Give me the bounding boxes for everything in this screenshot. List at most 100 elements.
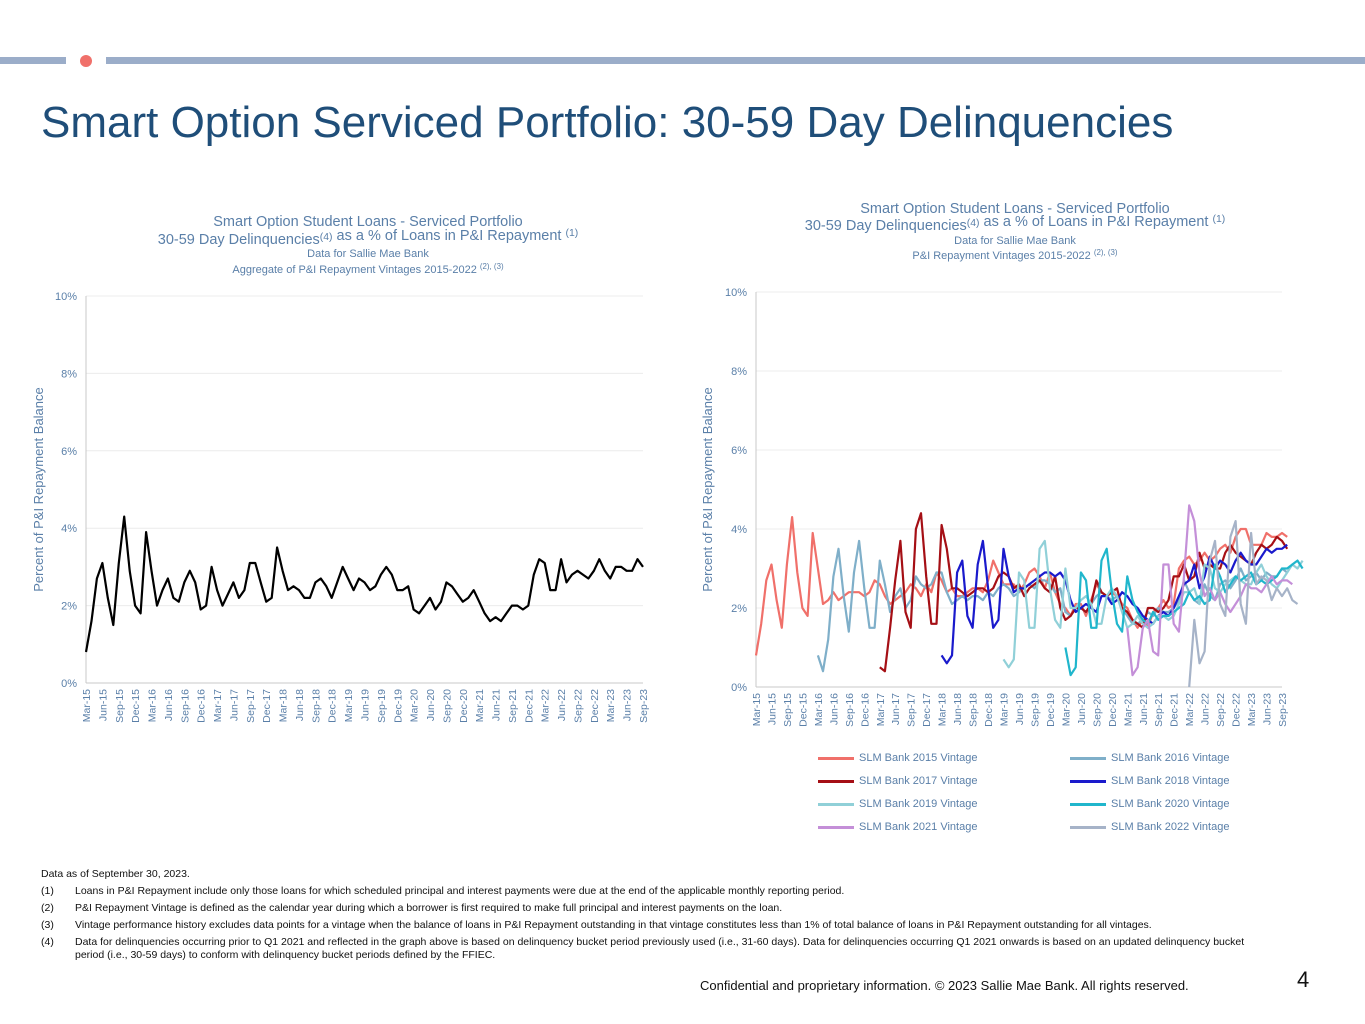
- legend-swatch: [1070, 779, 1106, 783]
- footnote-text: Vintage performance history excludes dat…: [75, 919, 1152, 931]
- x-tick-label: Mar-17: [212, 689, 224, 722]
- y-tick-label: 8%: [61, 368, 77, 380]
- x-tick-label: Sep-16: [179, 689, 191, 723]
- legend-item: SLM Bank 2016 Vintage: [1070, 752, 1229, 764]
- x-tick-label: Mar-21: [474, 689, 486, 722]
- legend-swatch: [818, 825, 854, 829]
- y-axis-label: Percent of P&I Repayment Balance: [700, 387, 715, 592]
- series-line-5: [1002, 539, 1304, 669]
- x-tick-label: Sep-19: [1029, 693, 1041, 727]
- x-tick-label: Mar-19: [343, 689, 355, 722]
- x-tick-label: Sep-21: [507, 689, 519, 723]
- y-tick-label: 0%: [61, 678, 77, 690]
- chart-title-line-4: Aggregate of P&I Repayment Vintages 2015…: [232, 262, 504, 276]
- y-tick-label: 2%: [61, 601, 77, 613]
- legend-label: SLM Bank 2022 Vintage: [1111, 821, 1230, 833]
- aggregate-delinquency-chart: Smart Option Student Loans - Serviced Po…: [31, 214, 650, 723]
- footnote-number: (2): [41, 902, 54, 914]
- x-tick-label: Mar-15: [751, 693, 763, 726]
- x-tick-label: Dec-20: [1107, 693, 1119, 727]
- x-tick-label: Jun-17: [228, 689, 240, 721]
- x-tick-label: Mar-22: [540, 689, 552, 722]
- x-tick-label: Jun-20: [1076, 693, 1088, 725]
- x-tick-label: Jun-15: [97, 689, 109, 721]
- page-title: Smart Option Serviced Portfolio: 30-59 D…: [41, 98, 1174, 147]
- x-tick-label: Dec-22: [1231, 693, 1243, 727]
- x-tick-label: Sep-22: [572, 689, 584, 723]
- y-tick-label: 0%: [731, 682, 747, 694]
- legend-label: SLM Bank 2017 Vintage: [859, 775, 978, 787]
- x-tick-label: Jun-18: [952, 693, 964, 725]
- footnote-1: (1) Loans in P&I Repayment include only …: [41, 885, 1271, 898]
- chart-title-line-2: 30-59 Day Delinquencies(4) as a % of Loa…: [805, 214, 1225, 234]
- footnote-text: P&I Repayment Vintage is defined as the …: [75, 902, 783, 914]
- x-tick-label: Sep-19: [376, 689, 388, 723]
- x-tick-label: Mar-16: [147, 689, 159, 722]
- legend-label: SLM Bank 2015 Vintage: [859, 752, 978, 764]
- x-tick-label: Jun-20: [425, 689, 437, 721]
- x-tick-label: Dec-15: [797, 693, 809, 727]
- x-tick-label: Dec-18: [983, 693, 995, 727]
- legend-swatch: [1070, 802, 1106, 806]
- y-axis-label: Percent of P&I Repayment Balance: [31, 387, 46, 592]
- x-tick-label: Mar-18: [937, 693, 949, 726]
- x-tick-label: Mar-20: [409, 689, 421, 722]
- x-tick-label: Mar-23: [1246, 693, 1258, 726]
- footnote-number: (4): [41, 936, 54, 948]
- y-tick-label: 6%: [731, 445, 747, 457]
- x-tick-label: Mar-17: [875, 693, 887, 726]
- footnote-2: (2) P&I Repayment Vintage is defined as …: [41, 902, 1271, 915]
- y-tick-label: 2%: [731, 603, 747, 615]
- footnote-number: (1): [41, 885, 54, 897]
- chart-title-line-2: 30-59 Day Delinquencies(4) as a % of Loa…: [158, 228, 578, 248]
- legend-item: SLM Bank 2018 Vintage: [1070, 775, 1229, 787]
- vintage-delinquency-chart: Smart Option Student Loans - Serviced Po…: [700, 201, 1304, 727]
- x-tick-label: Jun-19: [1014, 693, 1026, 725]
- chart-title-line-1: Smart Option Student Loans - Serviced Po…: [213, 214, 523, 230]
- x-tick-label: Mar-23: [605, 689, 617, 722]
- x-tick-label: Mar-20: [1060, 693, 1072, 726]
- y-tick-label: 6%: [61, 446, 77, 458]
- x-tick-label: Jun-19: [360, 689, 372, 721]
- chart-title-line-1: Smart Option Student Loans - Serviced Po…: [860, 201, 1170, 217]
- legend-item: SLM Bank 2021 Vintage: [818, 821, 977, 833]
- confidential-notice: Confidential and proprietary information…: [700, 978, 1189, 993]
- footnotes: Data as of September 30, 2023. (1) Loans…: [41, 868, 1271, 966]
- x-tick-label: Sep-18: [310, 689, 322, 723]
- x-tick-label: Sep-15: [114, 689, 126, 723]
- x-tick-label: Dec-21: [523, 689, 535, 723]
- x-tick-label: Mar-16: [813, 693, 825, 726]
- y-tick-label: 10%: [55, 291, 77, 303]
- legend-label: SLM Bank 2016 Vintage: [1111, 752, 1230, 764]
- legend-label: SLM Bank 2018 Vintage: [1111, 775, 1230, 787]
- x-tick-label: Jun-18: [294, 689, 306, 721]
- footnote-text: Data for delinquencies occurring prior t…: [75, 936, 1245, 961]
- x-tick-label: Jun-23: [1262, 693, 1274, 725]
- x-tick-label: Jun-21: [491, 689, 503, 721]
- x-tick-label: Mar-22: [1184, 693, 1196, 726]
- x-tick-label: Sep-16: [844, 693, 856, 727]
- top-accent-bar-right: [106, 57, 1365, 64]
- accent-dot: [80, 55, 92, 67]
- x-tick-label: Dec-16: [196, 689, 208, 723]
- x-tick-label: Sep-21: [1153, 693, 1165, 727]
- x-tick-label: Sep-20: [1091, 693, 1103, 727]
- x-tick-label: Dec-18: [327, 689, 339, 723]
- x-tick-label: Dec-19: [1045, 693, 1057, 727]
- x-tick-label: Dec-20: [458, 689, 470, 723]
- x-tick-label: Jun-21: [1138, 693, 1150, 725]
- top-accent-bar-left: [0, 57, 66, 64]
- x-tick-label: Jun-22: [556, 689, 568, 721]
- x-tick-label: Jun-22: [1200, 693, 1212, 725]
- legend-item: SLM Bank 2019 Vintage: [818, 798, 977, 810]
- legend-swatch: [818, 779, 854, 783]
- x-tick-label: Sep-22: [1215, 693, 1227, 727]
- y-tick-label: 8%: [731, 366, 747, 378]
- legend-item: SLM Bank 2022 Vintage: [1070, 821, 1229, 833]
- x-tick-label: Jun-23: [622, 689, 634, 721]
- x-tick-label: Sep-18: [968, 693, 980, 727]
- x-tick-label: Dec-17: [921, 693, 933, 727]
- x-tick-label: Sep-17: [906, 693, 918, 727]
- chart-title-line-3: Data for Sallie Mae Bank: [954, 235, 1076, 247]
- x-tick-label: Sep-23: [1277, 693, 1289, 727]
